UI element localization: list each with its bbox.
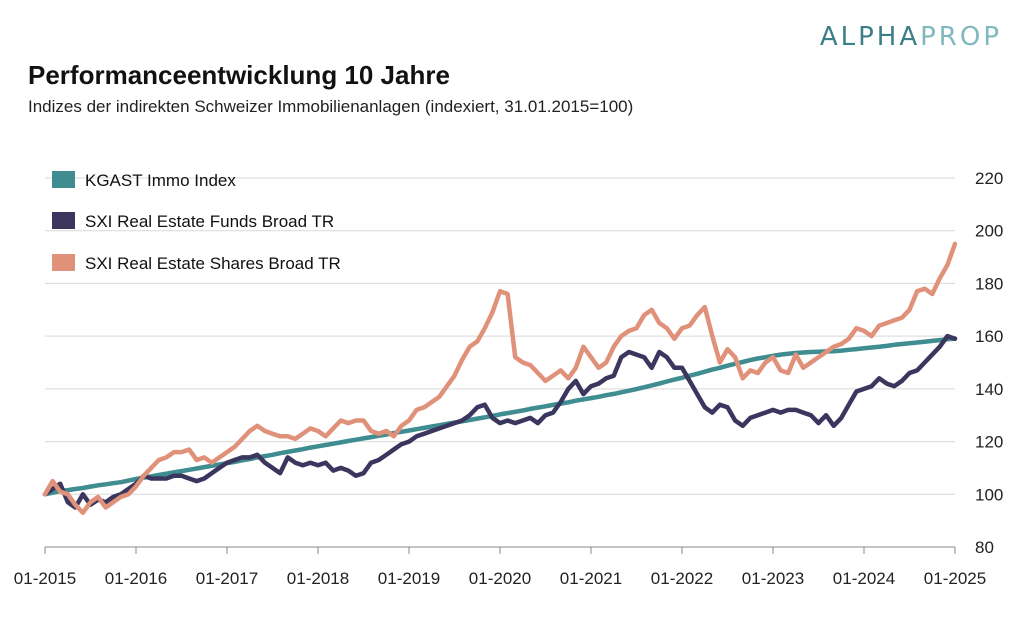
y-tick-label: 140 <box>975 380 1003 399</box>
chart-subtitle: Indizes der indirekten Schweizer Immobil… <box>28 97 634 116</box>
legend-swatch <box>52 171 75 188</box>
x-tick-label: 01-2017 <box>196 569 258 588</box>
y-tick-label: 160 <box>975 327 1003 346</box>
y-tick-label: 220 <box>975 169 1003 188</box>
x-tick-label: 01-2021 <box>560 569 622 588</box>
y-tick-label: 80 <box>975 538 994 557</box>
legend-label: SXI Real Estate Shares Broad TR <box>85 254 341 273</box>
legend-swatch <box>52 212 75 229</box>
legend-label: SXI Real Estate Funds Broad TR <box>85 212 334 231</box>
x-tick-label: 01-2015 <box>14 569 76 588</box>
gridlines <box>45 177 955 495</box>
y-tick-label: 200 <box>975 222 1003 241</box>
x-tick-label: 01-2018 <box>287 569 349 588</box>
series-lines <box>42 241 958 515</box>
funds-line <box>42 333 958 510</box>
x-tick-label: 01-2022 <box>651 569 713 588</box>
x-tick-label: 01-2016 <box>105 569 167 588</box>
x-tick-label: 01-2024 <box>833 569 895 588</box>
legend-label: KGAST Immo Index <box>85 171 236 190</box>
legend-swatch <box>52 254 75 271</box>
y-tick-label: 180 <box>975 274 1003 293</box>
x-tick-label: 01-2023 <box>742 569 804 588</box>
x-tick-label: 01-2025 <box>924 569 986 588</box>
shares-line <box>42 241 958 515</box>
y-axis-ticks: 80 100 120 140 160 180 200 220 <box>975 169 1003 557</box>
x-tick-label: 01-2019 <box>378 569 440 588</box>
x-tick-label: 01-2020 <box>469 569 531 588</box>
legend: KGAST Immo Index SXI Real Estate Funds Br… <box>52 171 341 273</box>
x-axis-ticks: 01-2015 01-2016 01-2017 01-2018 01-2019 01-20… <box>14 547 986 588</box>
alphaprop-logo: ALPHAPROP <box>819 22 1002 52</box>
y-tick-label: 100 <box>975 485 1003 504</box>
kgast-line <box>42 336 958 497</box>
y-tick-label: 120 <box>975 433 1003 452</box>
chart-title: Performanceentwicklung 10 Jahre <box>28 60 450 90</box>
